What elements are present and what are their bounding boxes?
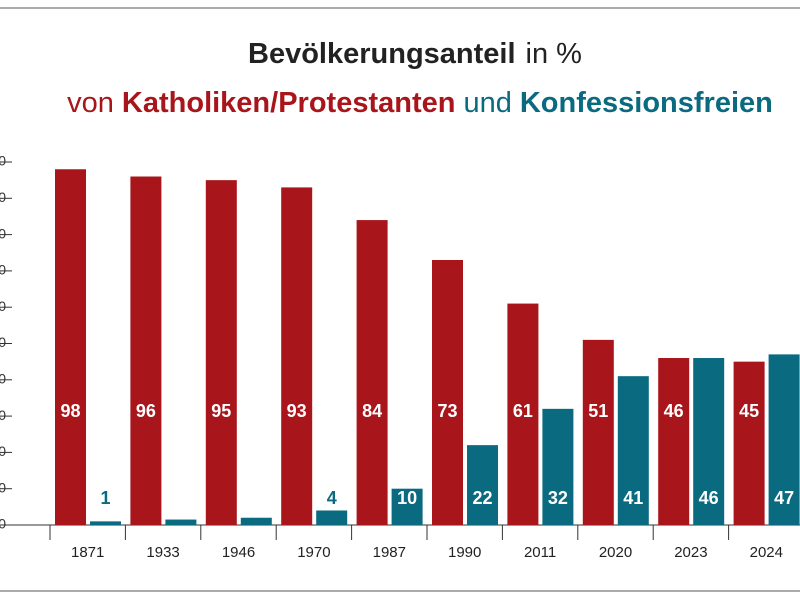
x-tick-label: 1990 [448, 544, 481, 561]
x-tick-label: 1871 [71, 544, 104, 561]
y-tick-label: 80 [0, 225, 6, 241]
bar [507, 303, 539, 525]
bar [356, 220, 388, 525]
y-tick-label: 30 [0, 407, 6, 423]
y-tick-label: 70 [0, 262, 6, 278]
bar [658, 358, 690, 525]
data-label: 47 [774, 488, 794, 508]
subtitle-prefix: von [67, 87, 114, 119]
x-tick-label: 1946 [222, 544, 255, 561]
bar [432, 260, 463, 525]
x-tick-label: 1970 [297, 544, 330, 561]
data-label: 32 [548, 488, 568, 508]
data-label: 51 [588, 401, 608, 421]
bar [467, 445, 498, 525]
title-main: Bevölkerungsanteil [248, 38, 516, 70]
bar [768, 354, 800, 525]
data-label: 45 [739, 401, 759, 421]
bar [281, 187, 313, 525]
data-label: 84 [362, 401, 382, 421]
bar [165, 519, 197, 525]
bar [693, 358, 725, 525]
bar [90, 521, 121, 525]
bar [240, 517, 272, 525]
x-tick-label: 2024 [750, 544, 783, 561]
x-tick-label: 2011 [524, 544, 556, 561]
bar [617, 376, 649, 525]
data-label: 73 [437, 401, 457, 421]
x-tick-label: 1987 [373, 544, 406, 561]
data-label: 61 [513, 401, 533, 421]
y-tick-label: 20 [0, 443, 6, 459]
data-label: 96 [136, 401, 156, 421]
chart-title: Bevölkerungsanteil in % [248, 38, 582, 70]
x-tick-label: 2020 [599, 544, 632, 561]
bar [55, 169, 86, 525]
data-label: 4 [327, 488, 337, 508]
y-tick-label: 60 [0, 298, 6, 314]
bar [542, 408, 574, 525]
y-tick-label: 10 [0, 479, 6, 495]
x-tick-label: 1933 [146, 544, 179, 561]
y-tick-label: 90 [0, 189, 6, 205]
data-label: 95 [211, 401, 231, 421]
bar [391, 488, 423, 525]
y-tick-label: 40 [0, 371, 6, 387]
data-label: 46 [699, 488, 719, 508]
title-unit: in % [526, 38, 582, 70]
subtitle: von Katholiken/Protestanten und Konfessions… [67, 87, 773, 119]
y-tick-label: 50 [0, 334, 6, 350]
data-label: 93 [287, 401, 307, 421]
data-label: 22 [472, 488, 492, 508]
y-tick-label: 100 [0, 153, 6, 169]
data-label: 1 [100, 488, 110, 508]
legend-entry: Katholiken/Protestanten [122, 87, 456, 119]
x-tick-label: 2023 [674, 544, 707, 561]
data-label: 46 [664, 401, 684, 421]
bar [733, 361, 765, 525]
data-label: 10 [397, 488, 417, 508]
y-tick-label: 0 [0, 516, 6, 532]
data-label: 98 [60, 401, 80, 421]
bar [316, 510, 348, 525]
bar [205, 180, 237, 525]
subtitle-joiner: und [463, 87, 511, 119]
legend-entry: Konfessionsfreien [520, 87, 773, 119]
bar [130, 176, 162, 525]
data-label: 41 [623, 488, 643, 508]
bar [582, 339, 614, 525]
